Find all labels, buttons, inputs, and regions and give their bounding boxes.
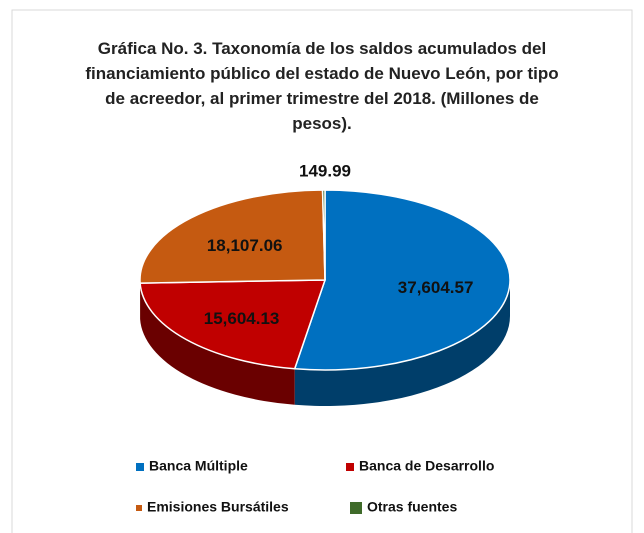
legend-label: Emisiones Bursátiles xyxy=(147,499,289,515)
pie-slice xyxy=(139,189,326,284)
legend-label: Banca de Desarrollo xyxy=(359,458,494,474)
legend-marker xyxy=(136,463,144,471)
pie-slice xyxy=(321,189,326,281)
pie-slice xyxy=(293,189,511,371)
legend-marker xyxy=(350,502,362,514)
data-label: 18,107.06 xyxy=(207,236,283,255)
legend-label: Otras fuentes xyxy=(367,499,457,515)
pie-slice-side xyxy=(140,283,295,405)
data-label: 37,604.57 xyxy=(398,278,474,297)
pie-slice-side xyxy=(294,280,510,406)
legend-label: Banca Múltiple xyxy=(149,458,248,474)
data-label: 15,604.13 xyxy=(204,309,280,328)
legend-marker xyxy=(136,505,142,511)
legend-marker xyxy=(346,463,354,471)
pie-slice xyxy=(139,279,327,370)
chart-title: Gráfica No. 3. Taxonomía de los saldos a… xyxy=(85,39,559,133)
data-label: 149.99 xyxy=(299,161,351,180)
